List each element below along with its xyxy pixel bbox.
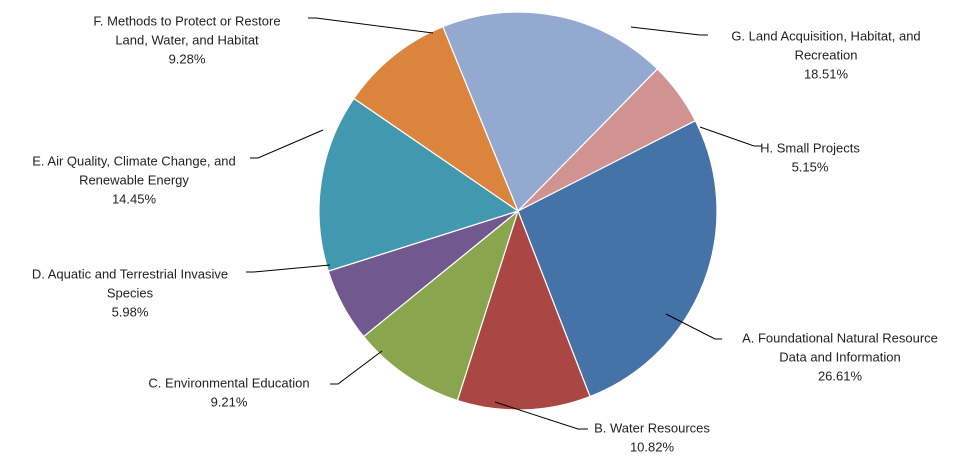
leader-line-h bbox=[699, 126, 762, 147]
slice-name-line: B. Water Resources bbox=[594, 420, 710, 435]
leader-line-c bbox=[330, 350, 383, 385]
slice-name-line: Species bbox=[107, 285, 154, 300]
pie-slice-g bbox=[442, 11, 659, 213]
leader-line-g bbox=[630, 26, 708, 36]
slice-label-g: G. Land Acquisition, Habitat, and Recreat… bbox=[731, 28, 920, 81]
pie-slice-b bbox=[456, 209, 591, 411]
leader-lines bbox=[246, 17, 762, 430]
slice-label-h: H. Small Projects 5.15% bbox=[760, 140, 860, 174]
pie-slice-h bbox=[517, 68, 697, 212]
slice-name-line: E. Air Quality, Climate Change, and bbox=[32, 153, 236, 168]
slice-label-d: D. Aquatic and Terrestrial Invasive Speci… bbox=[32, 266, 228, 319]
slice-value-label: 5.15% bbox=[792, 159, 829, 174]
slice-name-line: Data and Information bbox=[779, 349, 900, 364]
slice-name-line: C. Environmental Education bbox=[148, 375, 309, 390]
slice-name-line: H. Small Projects bbox=[760, 140, 860, 155]
slice-value-label: 9.21% bbox=[211, 394, 248, 409]
slice-value-label: 9.28% bbox=[169, 51, 206, 66]
slice-label-f: F. Methods to Protect or Restore Land, Wa… bbox=[93, 13, 280, 66]
slice-value-label: 26.61% bbox=[818, 368, 863, 383]
leader-line-a bbox=[665, 313, 722, 340]
leader-line-d bbox=[246, 264, 331, 273]
slice-name-line: A. Foundational Natural Resource bbox=[742, 330, 938, 345]
slice-value-label: 18.51% bbox=[804, 66, 849, 81]
pie-slices bbox=[318, 11, 718, 411]
slice-name-line: G. Land Acquisition, Habitat, and bbox=[731, 28, 920, 43]
slice-label-e: E. Air Quality, Climate Change, and Renew… bbox=[32, 153, 236, 206]
pie-slice-f bbox=[353, 25, 520, 213]
leader-line-e bbox=[250, 129, 324, 159]
slice-value-label: 10.82% bbox=[630, 439, 675, 454]
pie-slice-e bbox=[318, 97, 520, 272]
slice-value-label: 14.45% bbox=[112, 191, 157, 206]
slice-label-a: A. Foundational Natural Resource Data and… bbox=[742, 330, 938, 383]
slice-name-line: D. Aquatic and Terrestrial Invasive bbox=[32, 266, 228, 281]
slice-label-b: B. Water Resources 10.82% bbox=[594, 420, 710, 454]
pie-slice-c bbox=[362, 209, 520, 402]
slice-name-line: Recreation bbox=[795, 47, 858, 62]
leader-line-b bbox=[494, 401, 588, 430]
leader-line-f bbox=[308, 17, 434, 34]
slice-label-c: C. Environmental Education 9.21% bbox=[148, 375, 309, 409]
slice-name-line: Land, Water, and Habitat bbox=[115, 32, 259, 47]
slice-value-label: 5.98% bbox=[112, 304, 149, 319]
slice-labels: A. Foundational Natural Resource Data and… bbox=[32, 13, 938, 454]
pie-slice-a bbox=[517, 119, 718, 398]
slice-name-line: Renewable Energy bbox=[79, 172, 189, 187]
slice-name-line: F. Methods to Protect or Restore bbox=[93, 13, 280, 28]
